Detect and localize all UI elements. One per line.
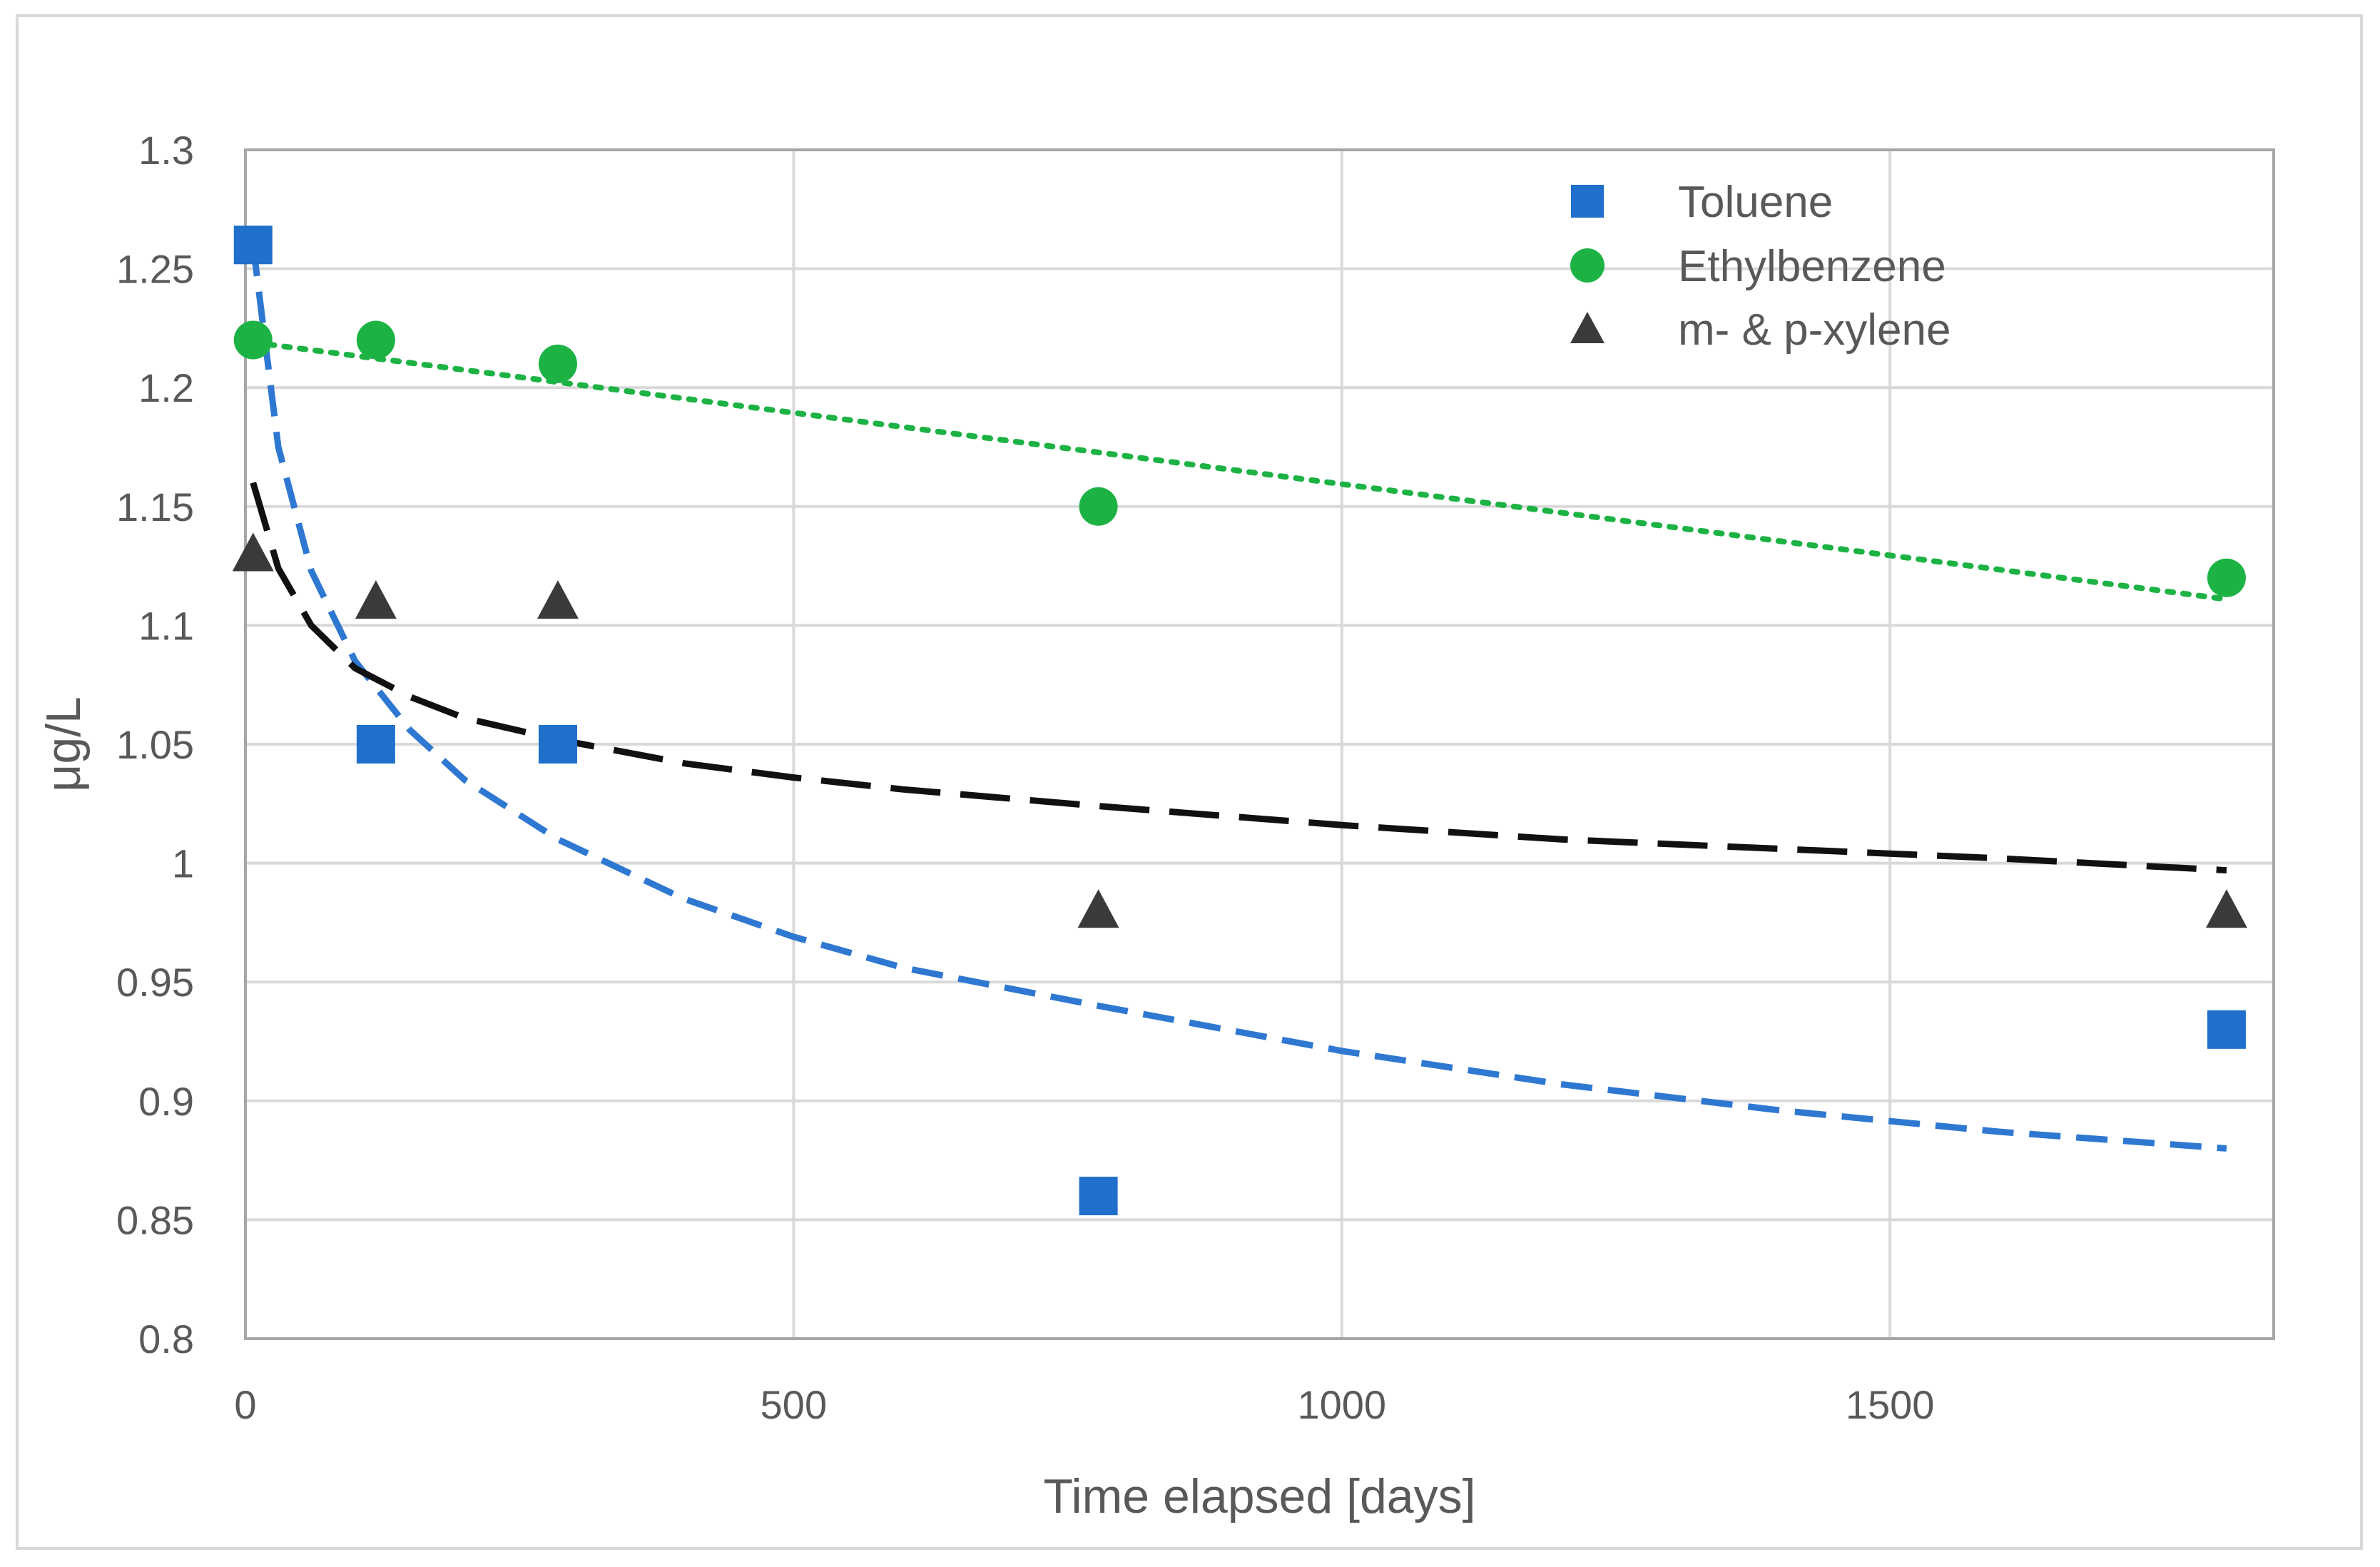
y-tick-label: 1	[172, 841, 194, 886]
trendlines	[250, 244, 2229, 1152]
ethylbenzene-legend-marker	[1570, 248, 1605, 283]
m-p-xylene-point	[2205, 889, 2247, 928]
toluene-point	[233, 225, 273, 265]
data-points	[232, 225, 2247, 1216]
m-p-xylene-point	[232, 532, 274, 572]
x-tick-labels: 0 500 1000 1500	[234, 1382, 1934, 1427]
toluene-point	[1079, 1177, 1118, 1216]
m-p-xylene-legend-marker	[1570, 312, 1605, 343]
y-axis-title: μg/L	[36, 696, 91, 792]
m-p-xylene-point	[536, 580, 579, 619]
y-tick-label: 0.85	[116, 1197, 194, 1242]
toluene-legend-label: Toluene	[1678, 178, 1833, 227]
x-tick-label: 0	[234, 1382, 256, 1427]
chart-frame	[16, 14, 2363, 1550]
toluene-point	[2207, 1010, 2246, 1049]
x-tick-label: 1000	[1297, 1382, 1386, 1427]
y-tick-label: 1.05	[116, 722, 194, 767]
ethylbenzene-point	[1079, 487, 1118, 526]
plot-area-border	[244, 148, 2275, 1340]
m-p-xylene-trendline	[250, 482, 2227, 874]
m-p-xylene-legend-label: m- & p-xylene	[1678, 305, 1951, 355]
m-p-xylene-point	[355, 580, 397, 619]
legend: Toluene Ethylbenzene m- & p-xylene	[1570, 178, 1951, 355]
y-tick-label: 0.8	[138, 1317, 194, 1361]
ethylbenzene-point	[356, 320, 395, 360]
x-tick-label: 1500	[1846, 1382, 1935, 1427]
legend-item-m-p-xylene: m- & p-xylene	[1570, 305, 1951, 355]
toluene-trendline	[250, 244, 2227, 1152]
y-tick-label: 1.15	[116, 485, 194, 529]
ethylbenzene-point	[2207, 558, 2246, 597]
y-tick-label: 1.2	[138, 365, 194, 410]
m-p-xylene-point	[1077, 889, 1119, 928]
y-tick-label: 1.3	[138, 128, 194, 173]
y-tick-labels: 0.8 0.85 0.9 0.95 1 1.05 1.1 1.15 1.2 1.25 1.3	[116, 128, 194, 1361]
x-tick-label: 500	[761, 1382, 827, 1427]
y-tick-label: 0.95	[116, 960, 194, 1005]
toluene-legend-marker	[1571, 185, 1604, 218]
x-axis-title: Time elapsed [days]	[1044, 1469, 1476, 1523]
y-tick-label: 1.25	[116, 247, 194, 292]
legend-item-ethylbenzene: Ethylbenzene	[1570, 242, 1946, 291]
y-tick-label: 1.1	[138, 603, 194, 648]
toluene-point	[356, 725, 395, 764]
ethylbenzene-legend-label: Ethylbenzene	[1678, 242, 1946, 291]
toluene-point	[538, 725, 577, 764]
ethylbenzene-point	[233, 320, 273, 360]
ethylbenzene-trendline	[250, 339, 2229, 602]
ethylbenzene-point	[538, 344, 577, 383]
y-tick-label: 0.9	[138, 1079, 194, 1124]
legend-item-toluene: Toluene	[1571, 178, 1833, 227]
